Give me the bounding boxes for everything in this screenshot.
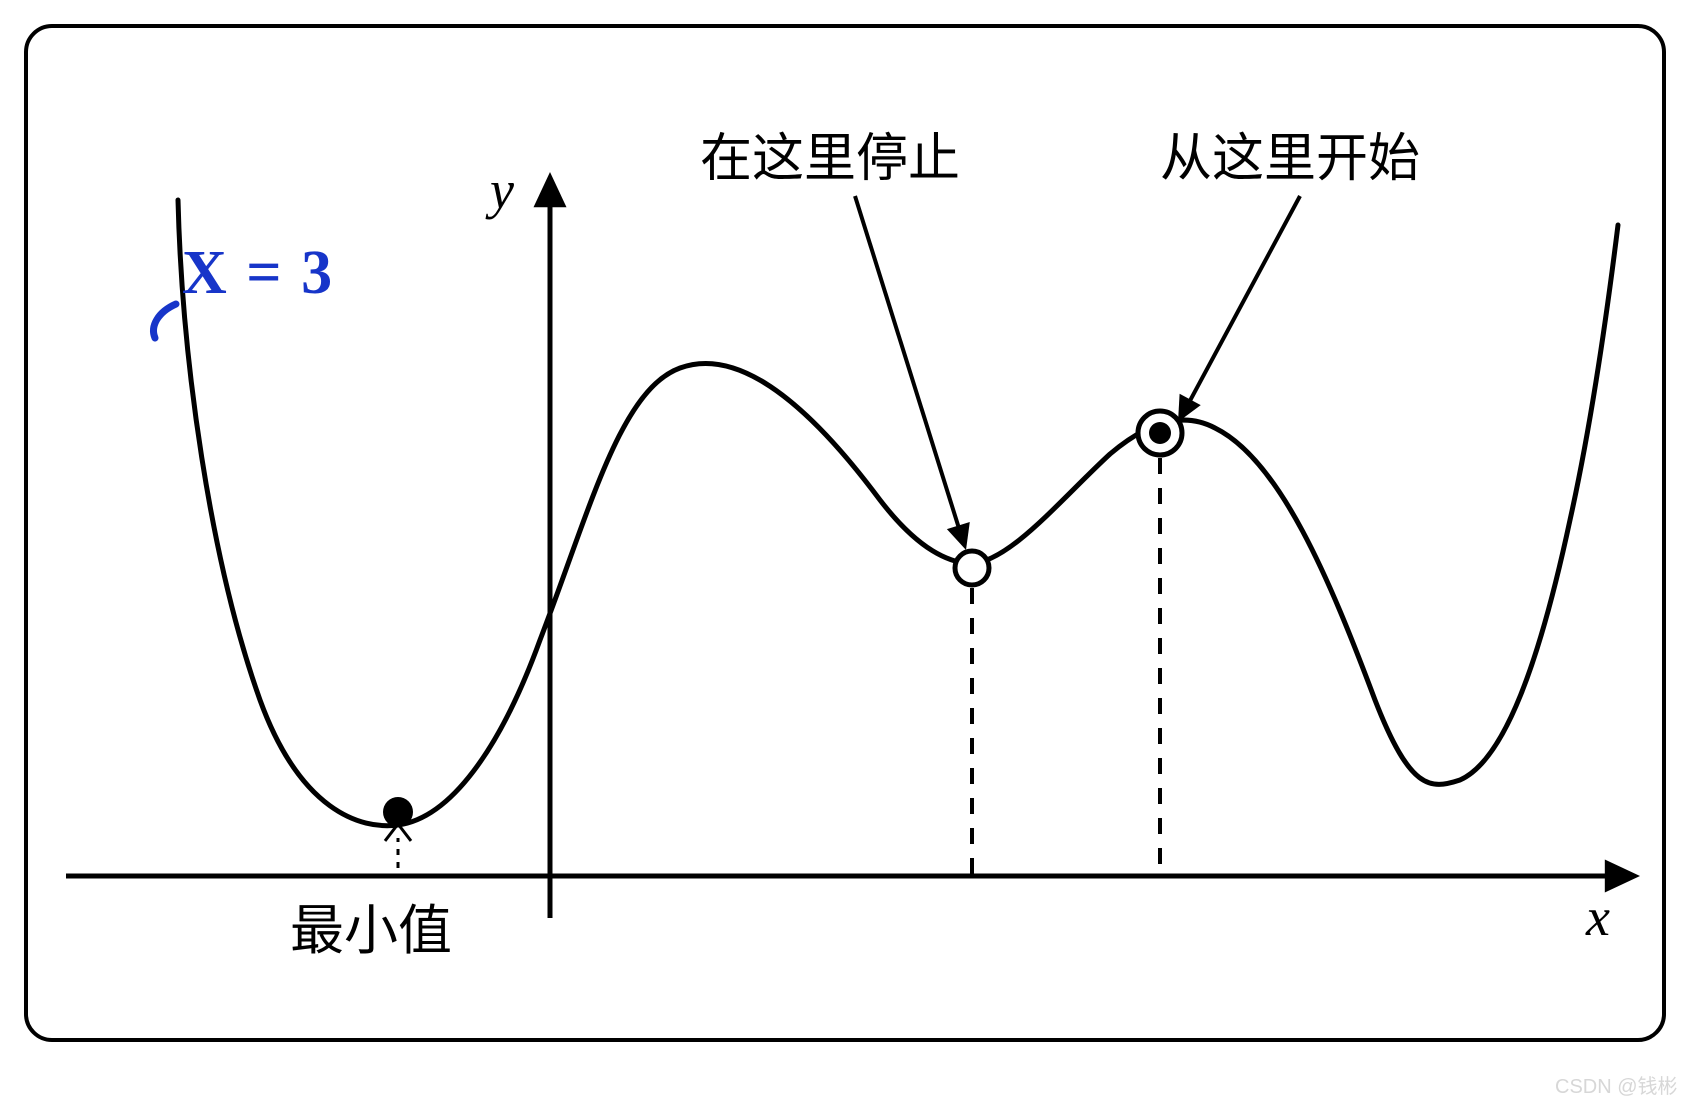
callout-start-label: 从这里开始 — [1160, 116, 1420, 191]
y-axis-arrow-icon — [534, 172, 567, 207]
x-axis-label: x — [1586, 886, 1610, 948]
callout-start-line — [1185, 196, 1300, 410]
handwritten-annotation: X = 3 — [182, 238, 334, 309]
local-min-stop-point — [955, 551, 989, 585]
y-axis-label: y — [490, 159, 514, 221]
handwriting-curl — [154, 304, 176, 338]
x-axis-arrow-icon — [1605, 860, 1640, 893]
start-point-inner — [1149, 422, 1171, 444]
callout-stop-arrow-icon — [947, 522, 970, 550]
min-label: 最小值 — [290, 886, 452, 965]
function-curve — [178, 200, 1618, 826]
callout-stop-label: 在这里停止 — [700, 116, 960, 191]
watermark-text: CSDN @钱彬 — [1555, 1070, 1678, 1099]
global-min-point — [383, 797, 413, 827]
